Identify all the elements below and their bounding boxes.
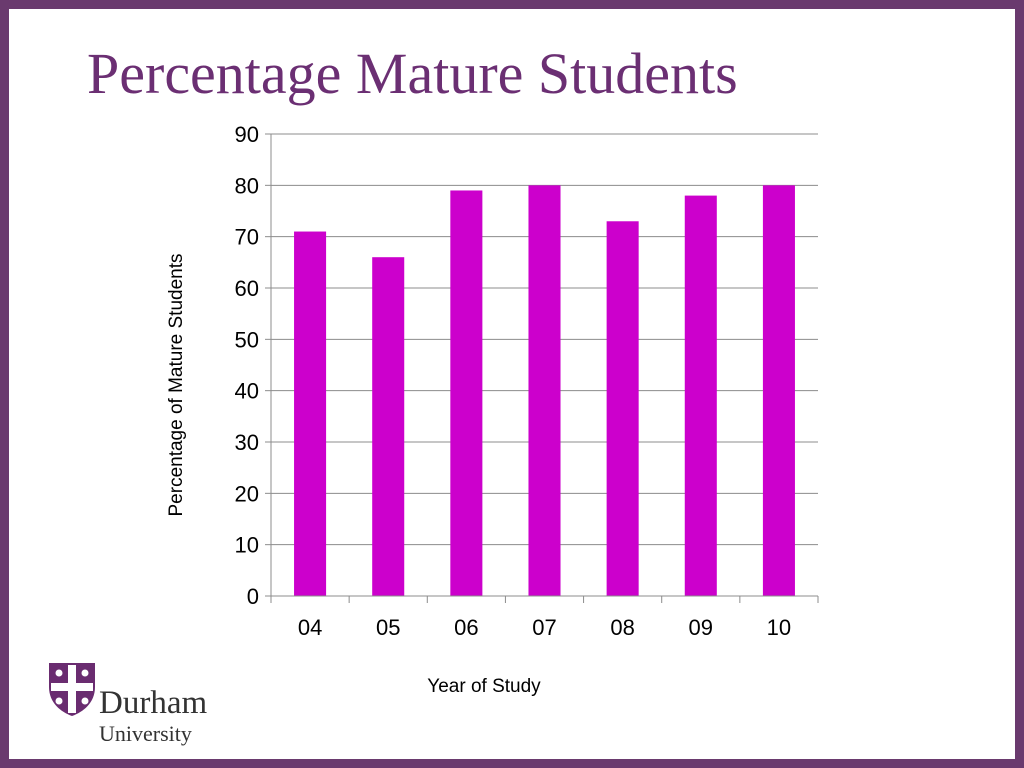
y-axis-title: Percentage of Mature Students: [166, 254, 187, 517]
x-tick-label: 07: [532, 615, 556, 640]
y-tick-label: 20: [235, 481, 259, 506]
bar: [606, 221, 639, 596]
logo-subtitle: University: [99, 721, 192, 746]
y-tick-label: 80: [235, 173, 259, 198]
slide: Percentage Mature Students 0 10 20 30 40 50 60…: [9, 9, 1015, 759]
x-tick-label: 10: [767, 615, 791, 640]
y-tick-labels: 0 10 20 30 40 50 60 70 80 90: [235, 122, 259, 609]
bar: [684, 195, 717, 596]
bar: [528, 185, 561, 597]
bar: [294, 231, 327, 597]
y-tick-label: 50: [235, 327, 259, 352]
axes: [265, 133, 819, 603]
x-tick-label: 05: [376, 615, 400, 640]
durham-university-logo: Durham University: [47, 661, 247, 751]
x-tick-label: 08: [610, 615, 634, 640]
y-tick-label: 40: [235, 379, 259, 404]
x-tick-labels: 04 05 06 07 08 09 10: [298, 615, 791, 640]
y-tick-label: 10: [235, 533, 259, 558]
crest-icon: [49, 663, 95, 716]
logo-wordmark: Durham: [99, 685, 208, 721]
y-tick-label: 30: [235, 430, 259, 455]
y-tick-label: 60: [235, 276, 259, 301]
y-tick-label: 90: [235, 122, 259, 147]
y-tick-label: 0: [247, 584, 259, 609]
x-tick-label: 06: [454, 615, 478, 640]
bar-chart: 0 10 20 30 40 50 60 70 80 90 04 05 06 07 08 09 10 Perce…: [166, 122, 819, 697]
x-axis-title: Year of Study: [427, 676, 541, 697]
y-tick-label: 70: [235, 225, 259, 250]
x-tick-label: 09: [689, 615, 713, 640]
bar: [450, 190, 483, 596]
bar: [372, 257, 405, 596]
bars: [294, 185, 795, 597]
bar: [762, 185, 795, 597]
x-tick-label: 04: [298, 615, 322, 640]
slide-title: Percentage Mature Students: [87, 41, 738, 106]
